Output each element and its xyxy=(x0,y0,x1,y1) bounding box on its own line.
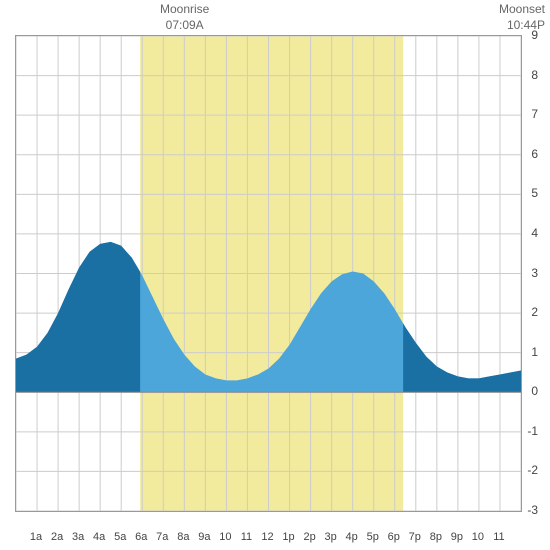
y-tick-label: -3 xyxy=(527,503,538,517)
y-tick-label: 0 xyxy=(531,384,538,398)
x-tick-label: 2a xyxy=(51,531,63,543)
x-tick-label: 4a xyxy=(93,531,105,543)
x-tick-label: 10 xyxy=(219,531,231,543)
x-tick-label: 7a xyxy=(156,531,168,543)
x-tick-label: 1p xyxy=(282,531,294,543)
y-tick-label: 7 xyxy=(531,107,538,121)
x-tick-label: 5a xyxy=(114,531,126,543)
y-tick-label: -2 xyxy=(527,463,538,477)
y-tick-label: 2 xyxy=(531,305,538,319)
y-tick-label: 5 xyxy=(531,186,538,200)
x-tick-label: 8a xyxy=(177,531,189,543)
x-tick-label: 10 xyxy=(472,531,484,543)
x-tick-label: 12 xyxy=(261,531,273,543)
x-tick-label: 11 xyxy=(493,531,504,543)
moonrise-title: Moonrise xyxy=(160,2,209,18)
x-tick-label: 3a xyxy=(72,531,84,543)
x-tick-label: 9a xyxy=(198,531,210,543)
tide-chart-container: Moonrise 07:09A Moonset 10:44P -3-2-1012… xyxy=(0,0,550,550)
x-tick-label: 1a xyxy=(30,531,42,543)
x-tick-label: 8p xyxy=(430,531,442,543)
x-tick-label: 9p xyxy=(451,531,463,543)
x-tick-label: 4p xyxy=(346,531,358,543)
x-tick-label: 2p xyxy=(303,531,315,543)
moonrise-time: 07:09A xyxy=(160,18,209,34)
chart-plot-area xyxy=(15,35,522,512)
x-tick-label: 3p xyxy=(325,531,337,543)
y-tick-label: 8 xyxy=(531,68,538,82)
x-tick-label: 7p xyxy=(409,531,421,543)
chart-svg xyxy=(16,36,521,511)
y-tick-label: 1 xyxy=(531,345,538,359)
moonset-title: Moonset xyxy=(499,2,545,18)
x-tick-label: 6p xyxy=(388,531,400,543)
y-tick-label: 4 xyxy=(531,226,538,240)
y-tick-label: 9 xyxy=(531,28,538,42)
moonrise-label: Moonrise 07:09A xyxy=(160,2,209,33)
y-tick-label: 3 xyxy=(531,266,538,280)
x-tick-label: 5p xyxy=(367,531,379,543)
x-tick-label: 11 xyxy=(241,531,252,543)
y-tick-label: 6 xyxy=(531,147,538,161)
x-tick-label: 6a xyxy=(135,531,147,543)
y-tick-label: -1 xyxy=(527,424,538,438)
